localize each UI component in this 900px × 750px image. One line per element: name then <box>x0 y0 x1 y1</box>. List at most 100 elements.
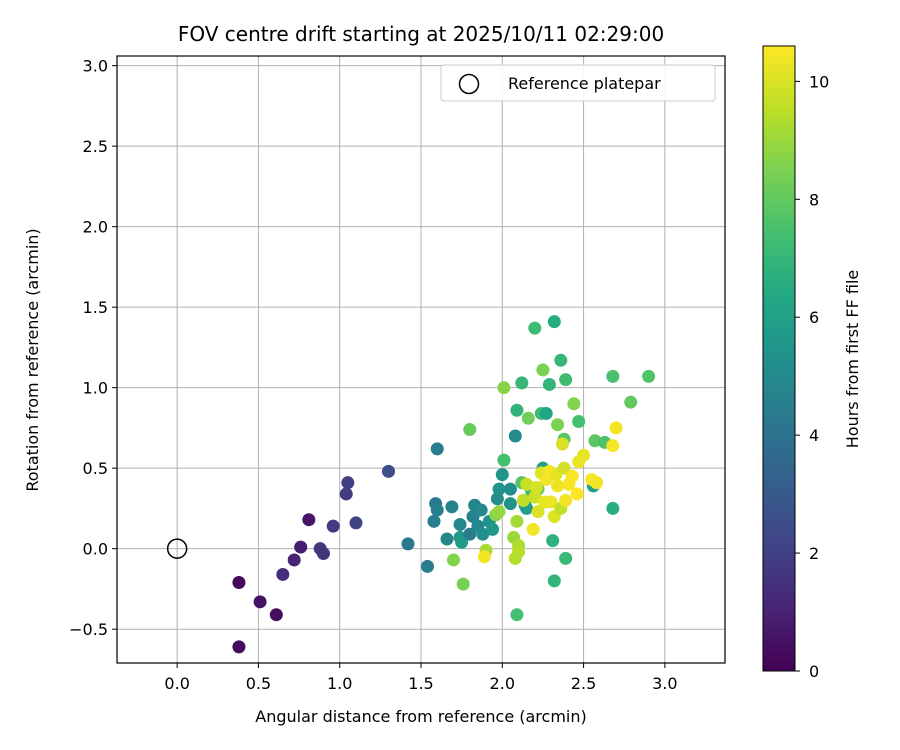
scatter-point <box>486 522 500 536</box>
scatter-point <box>490 492 504 506</box>
scatter-point <box>528 490 542 504</box>
scatter-point <box>642 369 656 383</box>
scatter-point <box>577 448 591 462</box>
scatter-point <box>521 411 535 425</box>
scatter-point <box>510 403 524 417</box>
scatter-point <box>276 567 290 581</box>
colorbar-tick-label: 10 <box>809 72 829 91</box>
y-tick-label: 2.0 <box>83 218 108 237</box>
y-tick-label: 2.5 <box>83 137 108 156</box>
legend-marker <box>458 73 480 95</box>
scatter-point <box>508 429 522 443</box>
scatter-point <box>440 532 454 546</box>
y-tick-label: 0.5 <box>83 459 108 478</box>
scatter-point <box>421 559 435 573</box>
scatter-point <box>232 575 246 589</box>
scatter-point <box>287 553 301 567</box>
scatter-point <box>401 537 415 551</box>
scatter-point <box>551 418 565 432</box>
scatter-point <box>453 530 467 544</box>
scatter-point <box>463 527 477 541</box>
scatter-point <box>326 519 340 533</box>
y-axis-label: Rotation from reference (arcmin) <box>23 228 42 491</box>
scatter-point <box>546 534 560 548</box>
scatter-point <box>624 395 638 409</box>
scatter-point <box>544 495 558 509</box>
scatter-point <box>510 608 524 622</box>
x-tick-label: 2.5 <box>571 674 596 693</box>
legend-box <box>440 64 716 102</box>
y-tick-label: 0.0 <box>83 540 108 559</box>
scatter-point <box>559 493 573 507</box>
scatter-point <box>547 574 561 588</box>
x-tick-label: 3.0 <box>652 674 677 693</box>
scatter-point <box>445 500 459 514</box>
x-axis-label: Angular distance from reference (arcmin) <box>255 707 586 726</box>
scatter-point <box>606 439 620 453</box>
scatter-point <box>554 353 568 367</box>
scatter-point <box>463 423 477 437</box>
colorbar-ticks: 0 2 4 6 8 10 <box>795 72 829 681</box>
scatter-point <box>567 397 581 411</box>
scatter-point <box>559 551 573 565</box>
scatter-point <box>515 376 529 390</box>
scatter-point <box>316 547 330 561</box>
y-tick-label: −0.5 <box>69 620 108 639</box>
scatter-point <box>606 501 620 515</box>
chart-title: FOV centre drift starting at 2025/10/11 … <box>178 22 664 46</box>
scatter-point <box>503 482 517 496</box>
scatter-point <box>349 516 363 530</box>
scatter-point <box>447 553 461 567</box>
scatter-point <box>339 487 353 501</box>
scatter-point <box>526 522 540 536</box>
colorbar-tick-label: 0 <box>809 662 819 681</box>
scatter-point <box>381 464 395 478</box>
x-axis: 0.0 0.5 1.0 1.5 2.0 2.5 3.0 <box>164 663 678 693</box>
scatter-point <box>497 453 511 467</box>
grid <box>117 56 725 663</box>
scatter-point <box>495 468 509 482</box>
legend-label: Reference platepar <box>508 74 661 93</box>
legend: Reference platepar <box>440 64 716 102</box>
colorbar-label: Hours from first FF file <box>843 270 862 449</box>
scatter-point <box>253 595 267 609</box>
x-tick-label: 1.5 <box>408 674 433 693</box>
scatter-point <box>516 493 530 507</box>
colorbar-tick-label: 6 <box>809 308 819 327</box>
scatter-point <box>520 477 534 491</box>
scatter-point <box>539 406 553 420</box>
scatter-point <box>294 540 308 554</box>
colorbar-tick-label: 4 <box>809 426 819 445</box>
x-tick-label: 1.0 <box>327 674 352 693</box>
scatter-point <box>606 369 620 383</box>
scatter-point <box>531 505 545 519</box>
reference-marker-group <box>166 538 188 559</box>
y-tick-label: 3.0 <box>83 57 108 76</box>
scatter-point <box>232 640 246 654</box>
scatter-point <box>497 381 511 395</box>
scatter-point <box>510 514 524 528</box>
scatter-point <box>528 321 542 335</box>
scatter-point <box>588 434 602 448</box>
colorbar-gradient <box>762 45 796 672</box>
scatter-point <box>572 414 586 428</box>
scatter-point <box>547 315 561 329</box>
scatter-point <box>590 476 604 490</box>
x-tick-label: 0.0 <box>164 674 189 693</box>
x-tick-label: 2.0 <box>490 674 515 693</box>
scatter-point <box>430 442 444 456</box>
scatter-points <box>232 315 656 654</box>
y-tick-label: 1.5 <box>83 298 108 317</box>
scatter-point <box>453 518 467 532</box>
scatter-point <box>474 503 488 517</box>
scatter-point <box>565 469 579 483</box>
scatter-point <box>559 373 573 387</box>
scatter-point <box>476 527 490 541</box>
scatter-point <box>302 513 316 527</box>
x-tick-label: 0.5 <box>246 674 271 693</box>
scatter-point <box>456 577 470 591</box>
colorbar-tick-label: 2 <box>809 544 819 563</box>
scatter-point <box>557 461 571 475</box>
scatter-point <box>609 421 623 435</box>
